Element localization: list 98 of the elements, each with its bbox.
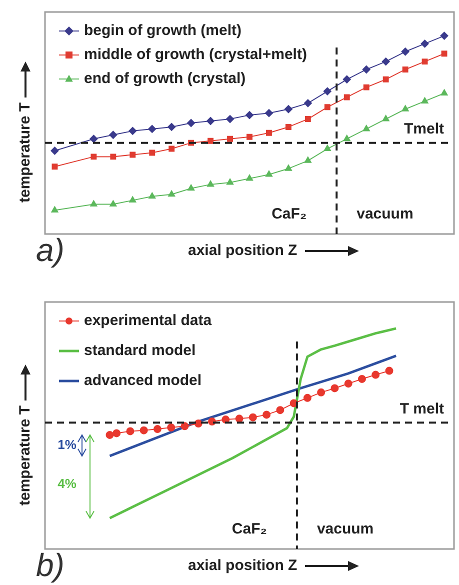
point [304, 116, 311, 122]
legend-label: standard model [84, 342, 196, 360]
point [248, 413, 257, 422]
x-axis-title: axial position Z [188, 242, 298, 259]
point [206, 117, 215, 126]
point [303, 394, 312, 402]
y-axis-title: temperature T [16, 404, 34, 506]
legend-label: advanced model [84, 372, 202, 390]
point [324, 104, 330, 110]
point [440, 89, 448, 96]
point [304, 99, 312, 108]
point [90, 134, 98, 143]
point [382, 58, 390, 66]
point [284, 105, 292, 114]
point [227, 136, 233, 142]
point [422, 58, 428, 65]
point [106, 430, 114, 439]
legend-label: end of growth (crystal) [84, 70, 246, 88]
annotation: 1% [58, 437, 77, 452]
point [344, 94, 350, 100]
y-axis-title: temperature T [16, 102, 34, 203]
point [167, 423, 176, 432]
point [130, 152, 136, 158]
annotation: 4% [58, 476, 77, 492]
point [246, 134, 252, 140]
point [420, 40, 429, 48]
point [363, 84, 370, 90]
point [50, 146, 59, 155]
point [385, 366, 394, 375]
point [401, 48, 410, 56]
point [372, 370, 380, 379]
ref-line-label: Tmelt [404, 120, 444, 138]
point [187, 119, 196, 127]
point [266, 130, 272, 136]
point [140, 426, 148, 434]
point [285, 124, 292, 130]
ref-line-label: T melt [400, 400, 444, 418]
point [168, 190, 176, 197]
point [284, 164, 292, 171]
point [421, 97, 428, 104]
point [208, 138, 214, 144]
point [246, 111, 254, 120]
point [362, 124, 370, 132]
point [358, 374, 366, 383]
point [129, 196, 136, 203]
point [323, 87, 332, 96]
point [330, 384, 339, 392]
point [148, 124, 156, 133]
annotation: a) [36, 232, 64, 269]
point [441, 50, 448, 57]
point [180, 422, 189, 430]
point [148, 192, 156, 199]
point [324, 144, 331, 152]
annotation: vacuum [356, 206, 414, 223]
point [402, 105, 409, 112]
point [262, 410, 271, 419]
point [440, 32, 448, 40]
legend-label: middle of growth (crystal+melt) [84, 46, 307, 64]
point [110, 200, 117, 207]
point [188, 184, 195, 191]
point [90, 200, 98, 207]
point [51, 206, 58, 212]
x-axis-title: axial position Z [188, 557, 298, 574]
point [265, 170, 273, 177]
point [226, 178, 234, 185]
point [112, 429, 121, 438]
point [149, 150, 156, 156]
point [128, 126, 137, 135]
annotation: vacuum [316, 520, 374, 538]
point [226, 115, 234, 124]
point [207, 180, 214, 187]
point [168, 122, 176, 131]
point [382, 115, 390, 122]
point [304, 156, 312, 163]
point [402, 66, 408, 72]
point [317, 388, 326, 396]
point [264, 109, 273, 118]
point [109, 130, 118, 139]
point [382, 76, 389, 82]
point [168, 146, 175, 152]
point [126, 427, 134, 436]
point [343, 134, 350, 142]
point [235, 414, 244, 423]
point [246, 174, 254, 181]
annotation: CaF₂ [272, 206, 307, 223]
point [276, 406, 284, 414]
point [362, 65, 370, 74]
point [52, 164, 58, 170]
point [342, 75, 351, 84]
annotation: CaF₂ [232, 520, 267, 538]
point [110, 154, 116, 160]
point [194, 420, 202, 428]
point [344, 380, 352, 388]
annotation: b) [36, 547, 64, 584]
legend-label: experimental data [84, 312, 212, 330]
point [90, 154, 97, 160]
legend-label: begin of growth (melt) [84, 22, 242, 40]
point [153, 425, 162, 434]
